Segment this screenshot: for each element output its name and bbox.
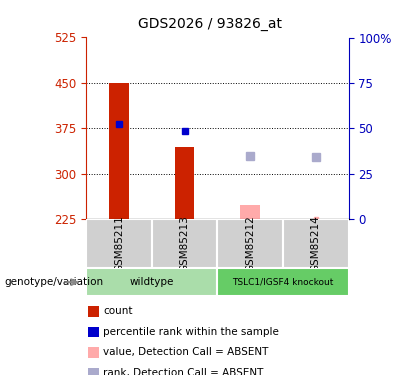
Bar [283,219,349,268]
Text: percentile rank within the sample: percentile rank within the sample [103,327,279,337]
Text: GSM85214: GSM85214 [311,215,321,272]
Text: count: count [103,306,132,316]
Bar [86,219,152,268]
Bar [152,219,218,268]
Text: TSLC1/IGSF4 knockout: TSLC1/IGSF4 knockout [232,278,333,287]
Bar [175,147,194,219]
Bar [218,219,283,268]
Text: GSM85211: GSM85211 [114,215,124,272]
Text: GSM85213: GSM85213 [179,215,189,272]
Bar [86,268,218,296]
Text: rank, Detection Call = ABSENT: rank, Detection Call = ABSENT [103,368,263,375]
Text: GSM85212: GSM85212 [245,215,255,272]
Bar [109,83,129,219]
Bar [240,206,260,219]
Text: GDS2026 / 93826_at: GDS2026 / 93826_at [138,17,282,31]
Text: genotype/variation: genotype/variation [4,277,103,287]
Bar [218,268,349,296]
Text: value, Detection Call = ABSENT: value, Detection Call = ABSENT [103,348,268,357]
Text: wildtype: wildtype [129,277,174,287]
